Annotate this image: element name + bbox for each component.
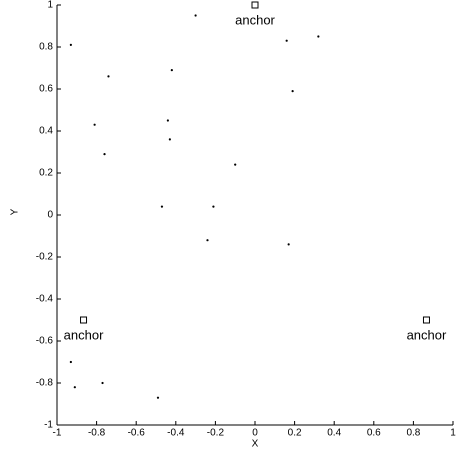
point [103,153,106,156]
x-tick-label: -0.6 [128,428,146,439]
x-tick-label: -0.2 [207,428,225,439]
anchor-marker [422,316,430,324]
point [285,39,288,42]
anchor-marker [251,1,259,9]
y-tick-label: 0.6 [39,84,53,95]
y-tick-label: -0.2 [36,252,54,263]
point [73,386,76,389]
y-tick-label: 1 [47,0,53,11]
point [287,243,290,246]
point [156,396,160,399]
y-tick-label: -0.6 [36,336,54,347]
point [69,360,72,364]
y-tick-label: -0.4 [36,294,54,305]
point [291,90,294,93]
y-tick-label: 0 [47,210,53,221]
y-tick-label: 0.2 [39,168,53,179]
x-tick-label: 0.2 [288,428,302,439]
point [93,123,96,126]
point [317,35,320,38]
anchor-label: anchor [64,327,104,342]
anchor-label: anchor [235,12,275,27]
point [170,69,173,72]
x-tick-label: 1 [450,428,456,439]
x-tick-label: -0.4 [167,428,185,439]
y-tick-label: -0.8 [36,378,54,389]
x-tick-label: -0.8 [88,428,106,439]
x-tick-label: 0.4 [327,428,341,439]
point [107,75,110,78]
y-axis-label: Y [10,208,21,215]
point [206,239,209,242]
point [194,14,197,17]
point [69,43,72,47]
x-tick-label: -1 [53,428,62,439]
x-axis-label: X [252,439,259,450]
point [234,163,237,166]
x-tick-label: 0.8 [406,428,420,439]
y-tick-label: -1 [44,420,53,431]
point [212,205,215,208]
anchor-marker [80,316,88,324]
y-tick-label: 0.8 [39,42,53,53]
anchor-label: anchor [407,327,447,342]
point [101,381,104,385]
point [166,119,169,122]
x-tick-label: 0 [252,428,258,439]
point [168,138,171,141]
point [160,205,164,208]
x-tick-label: 0.6 [367,428,381,439]
y-tick-label: 0.4 [39,126,53,137]
